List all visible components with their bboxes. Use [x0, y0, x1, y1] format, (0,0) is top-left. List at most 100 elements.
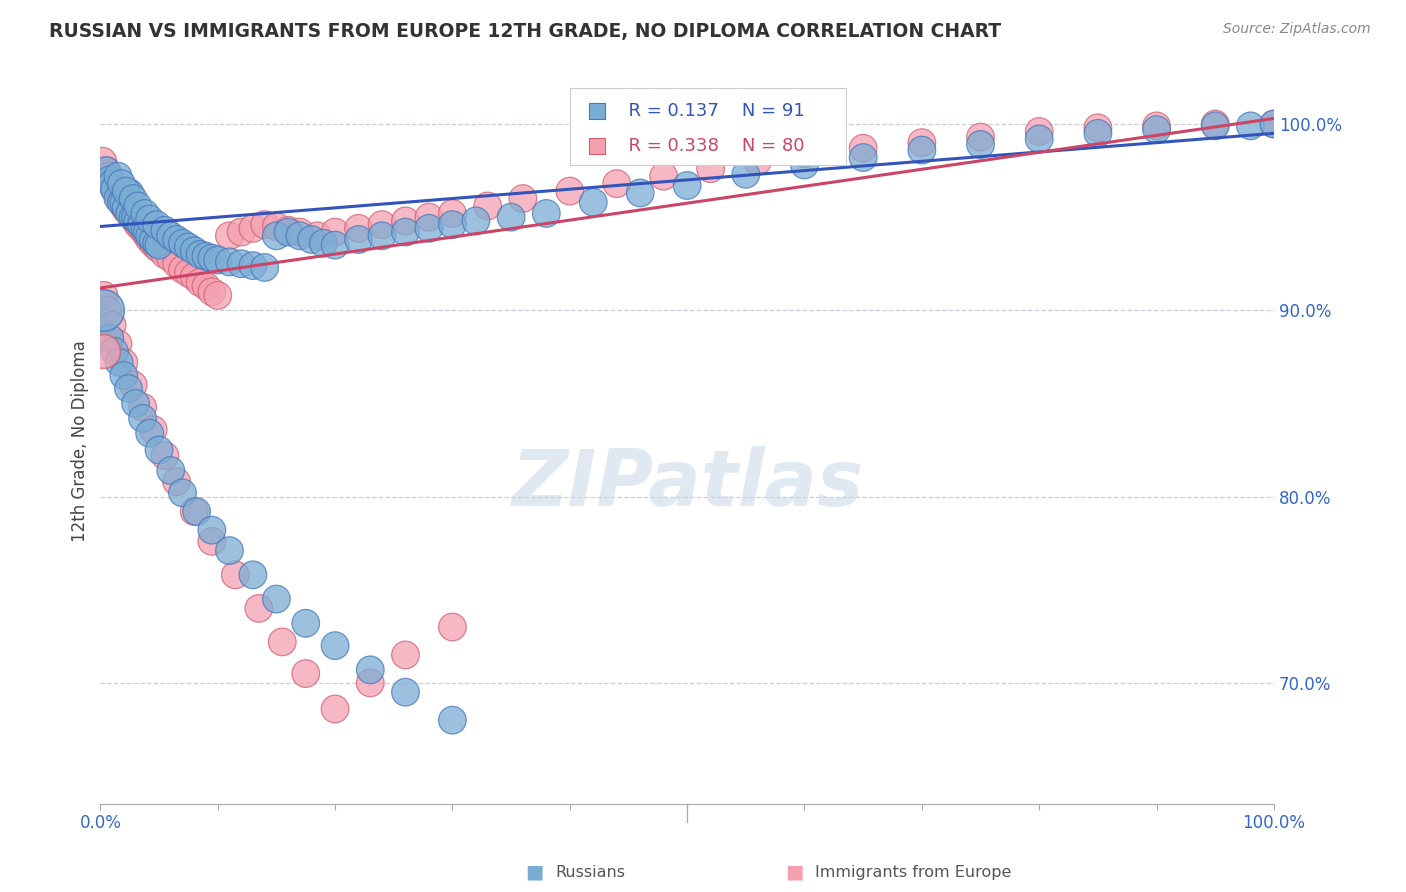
Point [107, 192, 129, 206]
Point [138, 228, 160, 243]
Text: ZIPatlas: ZIPatlas [510, 446, 863, 523]
Point [127, 218, 149, 232]
Point [112, 355, 135, 369]
Point [112, 199, 135, 213]
Point [142, 236, 165, 251]
Point [172, 236, 194, 251]
Point [124, 214, 146, 228]
Point [136, 225, 159, 239]
Point [253, 260, 276, 275]
Point [394, 225, 416, 239]
Point [242, 567, 264, 582]
Point [124, 210, 146, 224]
Point [186, 504, 208, 518]
Point [224, 567, 246, 582]
Point [101, 318, 124, 333]
Point [207, 288, 229, 302]
Point [585, 293, 607, 307]
Point [103, 182, 125, 196]
Point [294, 666, 316, 681]
Point [153, 449, 176, 463]
Point [536, 206, 558, 220]
Point [148, 443, 170, 458]
Point [628, 186, 651, 200]
Point [323, 238, 346, 252]
Point [183, 244, 205, 258]
Point [134, 221, 156, 235]
Point [242, 259, 264, 273]
Point [131, 411, 153, 425]
Point [134, 206, 156, 220]
Point [110, 177, 132, 191]
Point [183, 269, 205, 284]
Point [1146, 119, 1168, 133]
Point [1087, 120, 1109, 135]
Point [418, 210, 440, 224]
Point [1204, 117, 1226, 131]
Point [418, 221, 440, 235]
Point [122, 192, 145, 206]
Point [107, 336, 129, 351]
Point [501, 210, 523, 224]
Point [148, 242, 170, 256]
Point [127, 199, 149, 213]
Point [159, 228, 181, 243]
Point [166, 475, 188, 489]
Point [852, 151, 875, 165]
Point [138, 426, 160, 441]
Text: R = 0.338    N = 80: R = 0.338 N = 80 [617, 136, 804, 155]
Point [201, 251, 224, 265]
Point [101, 177, 124, 191]
Point [323, 702, 346, 716]
Point [512, 192, 534, 206]
Point [159, 251, 181, 265]
Point [371, 218, 394, 232]
Point [394, 648, 416, 662]
Point [347, 221, 370, 235]
Point [218, 543, 240, 558]
Point [96, 163, 118, 178]
Text: Source: ZipAtlas.com: Source: ZipAtlas.com [1223, 22, 1371, 37]
Point [441, 713, 464, 727]
Point [477, 199, 499, 213]
Point [347, 233, 370, 247]
Point [183, 504, 205, 518]
Point [159, 463, 181, 477]
Point [93, 288, 115, 302]
Point [118, 186, 141, 200]
Text: Immigrants from Europe: Immigrants from Europe [815, 865, 1012, 880]
Point [118, 206, 141, 220]
Point [582, 195, 605, 210]
Point [194, 249, 217, 263]
Point [115, 201, 138, 215]
Point [288, 228, 311, 243]
Point [242, 221, 264, 235]
Point [911, 136, 934, 150]
Point [441, 206, 464, 220]
Point [142, 233, 165, 247]
Point [91, 154, 114, 169]
Point [188, 276, 211, 290]
Point [911, 143, 934, 157]
Point [153, 247, 176, 261]
Point [301, 233, 323, 247]
Point [676, 178, 699, 193]
Point [441, 620, 464, 634]
Point [91, 303, 114, 318]
Point [166, 233, 188, 247]
Point [231, 257, 253, 271]
Point [98, 169, 121, 184]
Point [793, 146, 815, 161]
Point [266, 592, 288, 607]
Point [145, 218, 167, 232]
Point [231, 225, 253, 239]
Text: R = 0.137    N = 91: R = 0.137 N = 91 [617, 103, 804, 120]
Point [1087, 126, 1109, 140]
Point [101, 177, 124, 191]
Point [359, 676, 381, 690]
Point [969, 130, 991, 145]
Point [1239, 119, 1261, 133]
Point [747, 154, 769, 169]
Point [247, 601, 270, 615]
Point [1204, 119, 1226, 133]
